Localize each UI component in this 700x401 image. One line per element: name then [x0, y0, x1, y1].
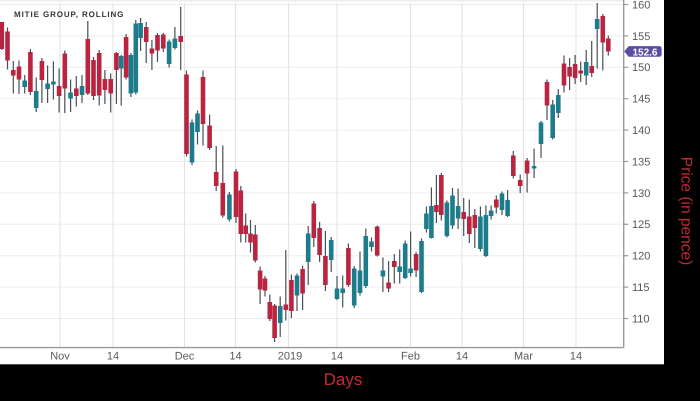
svg-text:120: 120 — [632, 251, 650, 263]
svg-text:Price (in pence): Price (in pence) — [678, 157, 695, 266]
svg-text:2019: 2019 — [278, 351, 302, 363]
svg-text:150: 150 — [632, 62, 650, 74]
svg-text:14: 14 — [456, 351, 468, 363]
svg-text:152.6: 152.6 — [632, 47, 657, 58]
svg-text:Feb: Feb — [401, 351, 420, 363]
svg-text:Days: Days — [324, 370, 363, 389]
svg-text:155: 155 — [632, 31, 650, 43]
svg-text:Nov: Nov — [50, 351, 70, 363]
svg-text:140: 140 — [632, 125, 650, 137]
svg-text:115: 115 — [632, 282, 650, 294]
svg-text:MITIE GROUP, ROLLING: MITIE GROUP, ROLLING — [14, 10, 124, 19]
svg-text:14: 14 — [229, 351, 241, 363]
svg-text:160: 160 — [632, 0, 650, 11]
svg-text:14: 14 — [107, 351, 119, 363]
svg-text:Mar: Mar — [514, 351, 533, 363]
svg-text:14: 14 — [570, 351, 582, 363]
svg-text:145: 145 — [632, 94, 650, 106]
svg-text:125: 125 — [632, 219, 650, 231]
svg-text:14: 14 — [331, 351, 343, 363]
svg-text:110: 110 — [632, 313, 650, 325]
svg-text:130: 130 — [632, 188, 650, 200]
svg-text:Dec: Dec — [175, 351, 195, 363]
svg-text:135: 135 — [632, 156, 650, 168]
